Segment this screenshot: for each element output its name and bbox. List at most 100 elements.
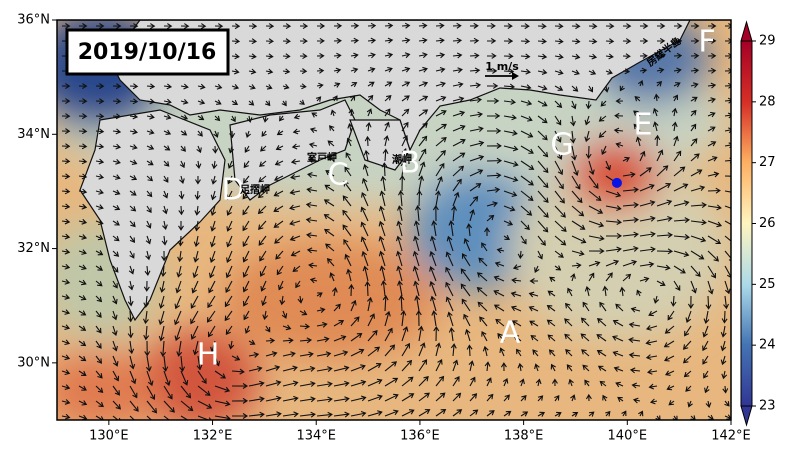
current-arrow xyxy=(554,85,564,91)
current-arrow xyxy=(367,362,382,372)
current-arrow xyxy=(564,302,573,312)
current-arrow xyxy=(330,109,337,117)
current-arrow xyxy=(707,67,717,74)
current-arrow xyxy=(435,95,447,102)
current-arrow xyxy=(463,313,471,327)
current-arrow xyxy=(588,69,597,75)
current-arrow xyxy=(622,171,636,178)
current-arrow xyxy=(95,250,104,256)
current-arrow xyxy=(584,285,591,297)
current-arrow xyxy=(707,23,717,29)
current-arrow xyxy=(530,334,539,342)
current-arrow xyxy=(653,295,660,304)
current-arrow xyxy=(445,296,454,312)
current-arrow xyxy=(435,37,445,44)
current-arrow xyxy=(564,333,573,342)
current-arrow xyxy=(549,276,556,282)
current-arrow xyxy=(554,69,564,76)
current-arrow xyxy=(209,250,216,264)
current-arrow xyxy=(78,188,88,195)
place-label: 潮岬 xyxy=(392,153,412,166)
current-arrow xyxy=(248,380,265,387)
current-arrow xyxy=(331,286,338,297)
current-arrow xyxy=(162,355,169,372)
current-arrow xyxy=(673,250,690,258)
current-arrow xyxy=(61,413,71,420)
current-arrow xyxy=(469,126,484,133)
current-arrow xyxy=(244,145,250,153)
current-arrow xyxy=(452,178,462,192)
current-arrow xyxy=(617,396,624,403)
region-label: A xyxy=(500,316,521,351)
current-arrow xyxy=(622,53,631,60)
current-arrow xyxy=(469,111,483,118)
current-arrow xyxy=(588,175,599,189)
current-arrow xyxy=(520,53,531,60)
current-arrow xyxy=(129,370,137,385)
current-arrow xyxy=(671,107,678,117)
current-arrow xyxy=(452,22,462,29)
current-arrow xyxy=(95,219,104,226)
current-arrow xyxy=(613,127,624,134)
current-arrow xyxy=(500,362,507,372)
current-arrow xyxy=(690,169,703,177)
current-arrow xyxy=(78,128,88,135)
current-arrow xyxy=(707,97,716,103)
current-arrow xyxy=(554,100,563,109)
current-arrow xyxy=(656,37,666,44)
current-arrow xyxy=(673,135,679,147)
current-arrow xyxy=(414,295,421,312)
current-arrow xyxy=(78,279,87,286)
current-arrow xyxy=(571,205,585,217)
current-arrow xyxy=(520,160,535,170)
current-arrow xyxy=(528,291,539,298)
current-arrow xyxy=(690,219,707,226)
current-arrow xyxy=(401,342,410,357)
map-frame xyxy=(56,19,732,421)
current-arrow xyxy=(418,37,428,44)
current-arrow xyxy=(493,304,505,312)
current-arrow xyxy=(537,190,549,204)
region-label: H xyxy=(197,338,220,373)
current-arrow xyxy=(486,377,492,387)
current-arrow xyxy=(61,113,71,120)
current-arrow xyxy=(598,115,607,122)
current-arrow xyxy=(503,410,512,417)
current-arrow xyxy=(554,220,567,232)
current-arrow xyxy=(378,250,386,267)
current-arrow xyxy=(486,201,498,207)
current-arrow xyxy=(537,69,548,75)
current-arrow xyxy=(210,340,216,353)
current-arrow xyxy=(61,233,71,240)
current-arrow xyxy=(192,265,199,279)
current-arrow xyxy=(282,68,291,75)
current-arrow xyxy=(397,280,403,297)
current-arrow xyxy=(520,190,534,201)
current-arrow xyxy=(588,260,601,267)
current-arrow xyxy=(378,205,386,222)
current-arrow xyxy=(61,83,71,90)
current-arrow xyxy=(95,113,105,120)
current-arrow xyxy=(112,83,122,90)
current-arrow xyxy=(519,378,525,387)
current-arrow xyxy=(129,250,135,259)
current-arrow xyxy=(546,319,556,327)
current-arrow xyxy=(690,235,707,243)
y-tick-label: 30°N xyxy=(17,355,50,370)
current-arrow xyxy=(477,301,488,312)
current-arrow xyxy=(673,23,683,29)
current-arrow xyxy=(534,363,540,372)
current-arrow xyxy=(707,204,722,211)
current-arrow xyxy=(672,94,679,102)
current-arrow xyxy=(724,235,731,245)
current-arrow xyxy=(418,109,429,117)
current-arrow xyxy=(600,100,607,107)
current-arrow xyxy=(452,392,462,402)
current-arrow xyxy=(190,295,199,309)
current-arrow xyxy=(265,53,274,60)
current-arrow xyxy=(550,363,556,372)
current-arrow xyxy=(129,144,138,150)
current-arrow xyxy=(621,410,627,417)
current-arrow xyxy=(486,82,499,89)
region-label: D xyxy=(221,173,244,208)
